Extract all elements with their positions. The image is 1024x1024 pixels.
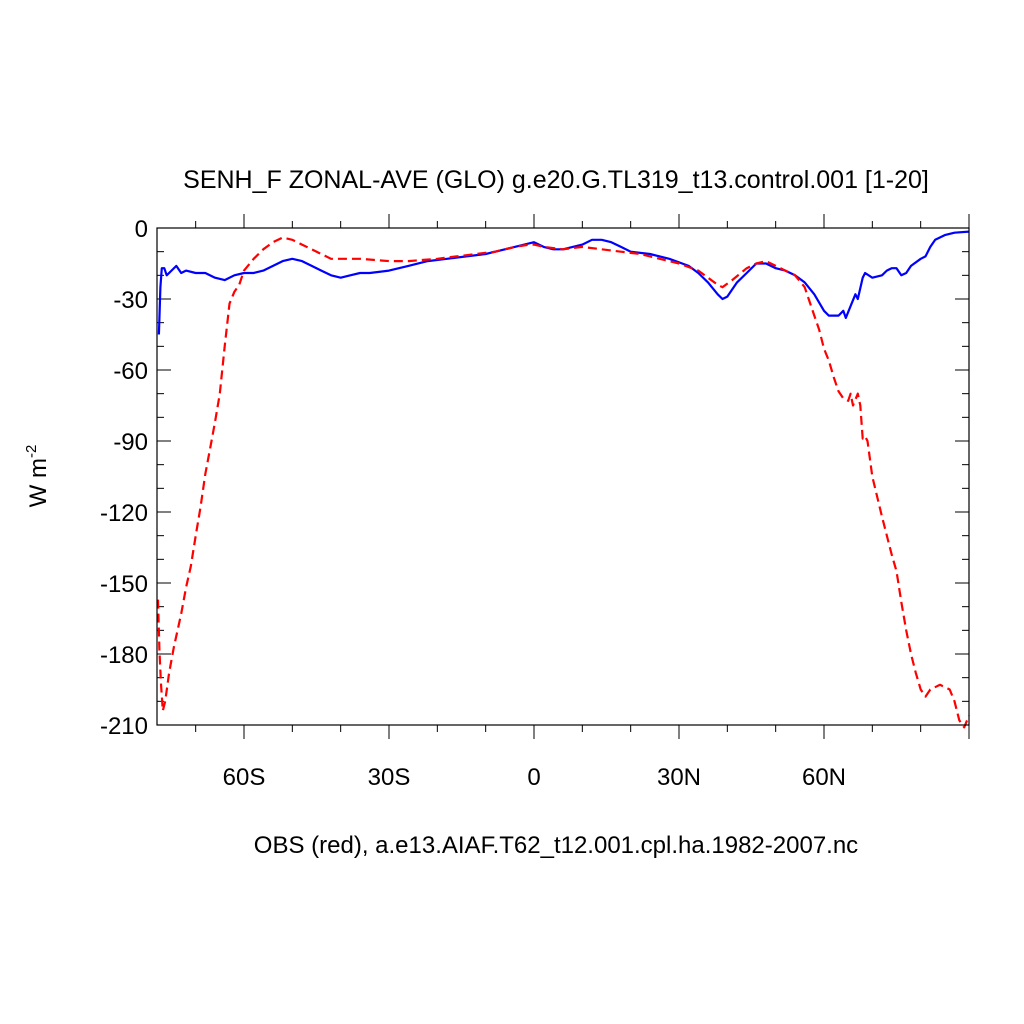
y-tick-label: -120 bbox=[100, 500, 148, 527]
y-axis-exponent: -2 bbox=[23, 445, 40, 458]
y-tick-label: -60 bbox=[113, 358, 148, 385]
axis-ticks bbox=[157, 214, 970, 739]
x-tick-labels: 60S 30S 0 30N 60N bbox=[223, 764, 846, 791]
series-line-obs-red bbox=[156, 236, 971, 729]
y-tick-label: -210 bbox=[100, 713, 148, 740]
plot-frame bbox=[156, 227, 970, 726]
x-tick-label: 60N bbox=[802, 764, 846, 791]
y-axis-unit: W m bbox=[25, 458, 52, 507]
x-tick-label: 30N bbox=[657, 764, 701, 791]
y-tick-label: -30 bbox=[113, 287, 148, 314]
y-tick-label: 0 bbox=[135, 216, 148, 243]
y-tick-labels: 0 -30 -60 -90 -120 -150 -180 -210 bbox=[100, 216, 148, 740]
x-tick-label: 60S bbox=[223, 764, 266, 791]
x-tick-label: 30S bbox=[368, 764, 411, 791]
x-axis-title: OBS (red), a.e13.AIAF.T62_t12.001.cpl.ha… bbox=[254, 832, 858, 859]
y-tick-label: -150 bbox=[100, 571, 148, 598]
series-line-model-blue bbox=[157, 230, 970, 335]
y-tick-label: -90 bbox=[113, 429, 148, 456]
y-tick-label: -180 bbox=[100, 642, 148, 669]
series-layer bbox=[156, 230, 971, 729]
chart-title: SENH_F ZONAL-AVE (GLO) g.e20.G.TL319_t13… bbox=[183, 166, 929, 194]
x-tick-label: 0 bbox=[527, 764, 540, 791]
y-axis-title: W m-2 bbox=[23, 445, 52, 508]
